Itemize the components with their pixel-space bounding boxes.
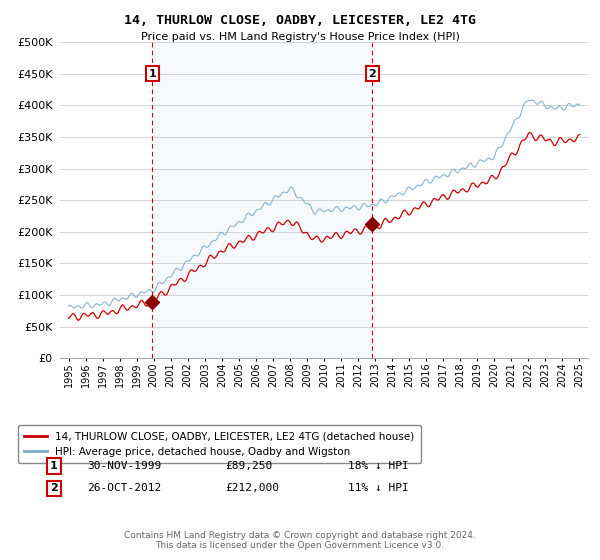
Text: 2: 2 bbox=[50, 483, 58, 493]
Text: 30-NOV-1999: 30-NOV-1999 bbox=[87, 461, 161, 471]
Text: 1: 1 bbox=[50, 461, 58, 471]
Text: 11% ↓ HPI: 11% ↓ HPI bbox=[348, 483, 409, 493]
Text: £212,000: £212,000 bbox=[225, 483, 279, 493]
Text: £89,250: £89,250 bbox=[225, 461, 272, 471]
Text: 1: 1 bbox=[148, 69, 156, 78]
Text: Contains HM Land Registry data © Crown copyright and database right 2024.
This d: Contains HM Land Registry data © Crown c… bbox=[124, 530, 476, 550]
Text: 2: 2 bbox=[368, 69, 376, 78]
Text: 26-OCT-2012: 26-OCT-2012 bbox=[87, 483, 161, 493]
Bar bbox=[152, 42, 372, 358]
Legend: 14, THURLOW CLOSE, OADBY, LEICESTER, LE2 4TG (detached house), HPI: Average pric: 14, THURLOW CLOSE, OADBY, LEICESTER, LE2… bbox=[17, 425, 421, 463]
Text: 14, THURLOW CLOSE, OADBY, LEICESTER, LE2 4TG: 14, THURLOW CLOSE, OADBY, LEICESTER, LE2… bbox=[124, 14, 476, 27]
Text: Price paid vs. HM Land Registry's House Price Index (HPI): Price paid vs. HM Land Registry's House … bbox=[140, 32, 460, 43]
Text: 18% ↓ HPI: 18% ↓ HPI bbox=[348, 461, 409, 471]
